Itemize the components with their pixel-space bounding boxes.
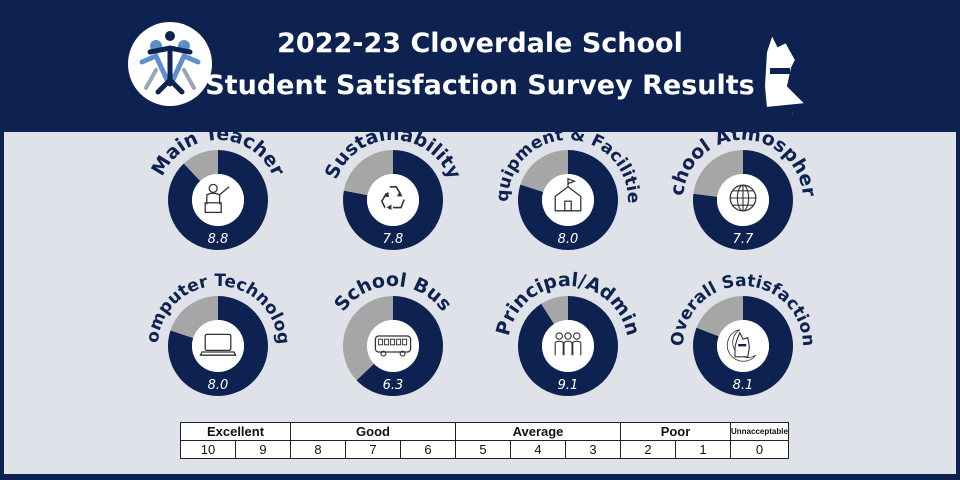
donut-value-label: 8.0 (558, 232, 579, 247)
header-banner: 2022-23 Cloverdale School Student Satisf… (0, 0, 960, 130)
donut-value-label: 7.7 (733, 232, 754, 247)
legend-group-unacceptable: Unnacceptable (730, 422, 789, 441)
legend-group-row: Excellent Good Average Poor Unnacceptabl… (180, 422, 789, 441)
legend-score: 3 (565, 440, 621, 459)
donut-value-segment (167, 150, 268, 251)
district-logo (128, 22, 212, 106)
donut-remainder-segment (541, 296, 568, 325)
donut-remainder-segment (343, 296, 393, 381)
donut-value-segment (693, 296, 793, 396)
legend-score: 4 (510, 440, 566, 459)
legend-score: 5 (455, 440, 511, 459)
legend-group-excellent: Excellent (180, 422, 291, 441)
donut-center (542, 174, 594, 226)
legend-score: 6 (400, 440, 456, 459)
title-line-1: 2022-23 Cloverdale School (277, 28, 683, 59)
recycle-icon (380, 185, 405, 210)
school-house-icon (554, 177, 582, 212)
donut-remainder-segment (520, 150, 568, 192)
donut-value-segment (168, 296, 268, 397)
donut-remainder-segment (183, 150, 218, 182)
laptop-icon (199, 333, 237, 356)
legend-score: 1 (675, 440, 731, 459)
wolf-mascot-logo (736, 12, 828, 116)
donut-center (367, 174, 419, 226)
legend-group-average: Average (455, 422, 621, 441)
legend-score: 10 (180, 440, 236, 459)
teacher-icon (204, 183, 230, 214)
donut-value-segment (356, 296, 444, 397)
donut-center (542, 320, 594, 372)
title-line-2: Student Satisfaction Survey Results (205, 70, 755, 101)
donut-remainder-segment (696, 296, 743, 337)
donut-value-label: 8.8 (208, 232, 229, 247)
donut-remainder-segment (693, 150, 743, 197)
wolf-mascot-icon (726, 329, 757, 362)
results-panel (4, 132, 956, 474)
donut-remainder-segment (170, 296, 218, 338)
legend-group-poor: Poor (620, 422, 731, 441)
donut-chart: 8.0Equipment & Facilities (0, 0, 643, 250)
donut-center (192, 174, 244, 226)
donut-value-label: 9.1 (558, 378, 579, 393)
people-icon (554, 332, 582, 356)
donut-value-segment (518, 150, 618, 250)
donut-value-segment (343, 150, 443, 250)
people-figures-icon (139, 31, 201, 95)
legend-score-row: 10 9 8 7 6 5 4 3 2 1 0 (180, 440, 789, 459)
rating-scale-legend: Excellent Good Average Poor Unnacceptabl… (180, 422, 789, 459)
donut-value-label: 8.0 (208, 378, 229, 393)
globe-icon (729, 184, 757, 212)
legend-score: 9 (235, 440, 291, 459)
legend-score: 7 (345, 440, 401, 459)
bus-icon (374, 335, 412, 357)
wolf-mascot-icon (748, 16, 826, 115)
donut-center (192, 320, 244, 372)
donut-value-label: 8.1 (733, 378, 754, 393)
legend-score: 8 (290, 440, 346, 459)
legend-score: 2 (620, 440, 676, 459)
donut-value-label: 6.3 (383, 378, 404, 393)
legend-score: 0 (730, 440, 789, 459)
donut-value-segment (693, 150, 794, 250)
donut-center (367, 320, 419, 372)
donut-remainder-segment (343, 150, 393, 196)
donut-value-segment (517, 296, 618, 396)
donut-value-label: 7.8 (383, 232, 404, 247)
legend-group-good: Good (290, 422, 456, 441)
